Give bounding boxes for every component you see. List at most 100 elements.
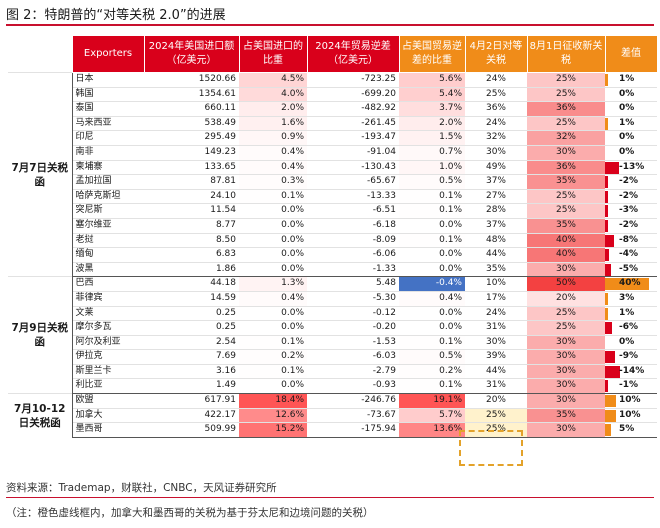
import-share-cell: 1.3% xyxy=(239,276,307,292)
deficit-share-cell: 0.4% xyxy=(399,290,465,306)
difference-cell: 0% xyxy=(605,101,657,117)
aug1-rate-cell: 30% xyxy=(527,393,605,409)
difference-value: 3% xyxy=(619,292,635,303)
import-share-cell: 0.0% xyxy=(239,203,307,219)
country-cell: 伊拉克 xyxy=(71,349,144,365)
deficit-share-cell: 0.1% xyxy=(399,334,465,350)
country-cell: 利比亚 xyxy=(71,378,144,395)
apr2-rate-cell: 36% xyxy=(465,101,527,117)
imports-cell: 1354.61 xyxy=(144,86,239,102)
aug1-rate-cell: 25% xyxy=(527,203,605,219)
difference-value: 0% xyxy=(619,103,635,114)
import-share-cell: 4.5% xyxy=(239,72,307,88)
deficit-share-cell: 0.0% xyxy=(399,261,465,278)
country-cell: 日本 xyxy=(71,72,144,88)
difference-cell: -2% xyxy=(605,217,657,234)
group-header xyxy=(8,35,72,73)
deficit-cell: -1.33 xyxy=(307,261,399,278)
imports-cell: 149.23 xyxy=(144,144,239,161)
difference-cell: -8% xyxy=(605,232,657,248)
header-imports: 2024年美国进口额（亿美元） xyxy=(143,35,240,73)
table-row: 南非 149.23 0.4% -91.04 0.7% 30% 30% 0% xyxy=(8,144,657,161)
apr2-rate-cell: 25% xyxy=(465,407,527,423)
deficit-cell: -175.94 xyxy=(307,422,399,438)
country-cell: 哈萨克斯坦 xyxy=(71,188,144,204)
difference-bar xyxy=(605,409,616,422)
deficit-share-cell: 1.0% xyxy=(399,159,465,175)
table-row: 塞尔维亚 8.77 0.0% -6.18 0.0% 37% 35% -2% xyxy=(8,217,657,234)
group-label: 7月9日关税函 xyxy=(8,276,73,394)
imports-cell: 0.25 xyxy=(144,320,239,336)
table-row: 泰国 660.11 2.0% -482.92 3.7% 36% 36% 0% xyxy=(8,101,657,117)
table-row: 摩尔多瓦 0.25 0.0% -0.20 0.0% 31% 25% -6% xyxy=(8,320,657,336)
aug1-rate-cell: 35% xyxy=(527,174,605,190)
country-cell: 菲律宾 xyxy=(71,290,144,306)
apr2-rate-cell: 44% xyxy=(465,247,527,263)
table-row: 7月9日关税函 巴西 44.18 1.3% 5.48 -0.4% 10% 50% 40% xyxy=(8,276,657,394)
difference-cell: 0% xyxy=(605,130,657,146)
difference-cell: 5% xyxy=(605,422,657,438)
aug1-rate-cell: 30% xyxy=(527,349,605,365)
apr2-rate-cell: 10% xyxy=(465,276,527,292)
country-cell: 马来西亚 xyxy=(71,115,144,131)
header-deficit-share: 占美国贸易逆差的比重 xyxy=(398,35,466,73)
difference-value: 10% xyxy=(619,395,641,406)
import-share-cell: 0.0% xyxy=(239,320,307,336)
import-share-cell: 0.0% xyxy=(239,378,307,395)
difference-bar xyxy=(605,365,621,378)
difference-bar xyxy=(605,249,610,262)
deficit-share-cell: 0.1% xyxy=(399,232,465,248)
aug1-rate-cell: 25% xyxy=(527,115,605,131)
country-cell: 巴西 xyxy=(71,276,144,292)
import-share-cell: 0.4% xyxy=(239,159,307,175)
deficit-share-cell: 0.5% xyxy=(399,349,465,365)
deficit-cell: -261.45 xyxy=(307,115,399,131)
deficit-share-cell: 0.0% xyxy=(399,305,465,321)
deficit-cell: 5.48 xyxy=(307,276,399,292)
table-body: 7月7日关税函 日本 1520.66 4.5% -723.25 5.6% 24% 25% 1% 韩… xyxy=(8,71,657,438)
difference-cell: -14% xyxy=(605,363,657,379)
apr2-rate-cell: 31% xyxy=(465,320,527,336)
difference-cell: 1% xyxy=(605,115,657,131)
difference-value: -2% xyxy=(619,190,639,201)
apr2-rate-cell: 39% xyxy=(465,349,527,365)
table-row: 孟加拉国 87.81 0.3% -65.67 0.5% 37% 35% -2% xyxy=(8,174,657,190)
table-row: 加拿大 422.17 12.6% -73.67 5.7% 25% 35% 10% xyxy=(8,407,657,423)
import-share-cell: 0.0% xyxy=(239,305,307,321)
difference-value: -8% xyxy=(619,234,639,245)
deficit-cell: -193.47 xyxy=(307,130,399,146)
deficit-cell: -6.03 xyxy=(307,349,399,365)
deficit-share-cell: 3.7% xyxy=(399,101,465,117)
difference-cell: 0% xyxy=(605,86,657,102)
group-label: 7月7日关税函 xyxy=(8,71,73,277)
difference-value: -5% xyxy=(619,263,639,274)
import-share-cell: 0.0% xyxy=(239,261,307,278)
difference-value: 5% xyxy=(619,424,635,435)
difference-bar xyxy=(605,190,608,203)
difference-value: 1% xyxy=(619,307,635,318)
aug1-rate-cell: 36% xyxy=(527,159,605,175)
apr2-rate-cell: 48% xyxy=(465,232,527,248)
deficit-cell: -13.33 xyxy=(307,188,399,204)
orange-dashed-box xyxy=(459,430,523,466)
deficit-cell: -6.18 xyxy=(307,217,399,234)
difference-cell: -3% xyxy=(605,203,657,219)
imports-cell: 87.81 xyxy=(144,174,239,190)
aug1-rate-cell: 30% xyxy=(527,144,605,161)
aug1-rate-cell: 25% xyxy=(527,72,605,88)
difference-cell: -9% xyxy=(605,349,657,365)
deficit-cell: -246.76 xyxy=(307,393,399,409)
difference-cell: -4% xyxy=(605,247,657,263)
imports-cell: 14.59 xyxy=(144,290,239,306)
deficit-share-cell: 5.4% xyxy=(399,86,465,102)
import-share-cell: 0.0% xyxy=(239,217,307,234)
header-aug1-rate: 8月1日征收新关税 xyxy=(526,35,606,73)
apr2-rate-cell: 30% xyxy=(465,144,527,161)
difference-bar xyxy=(605,278,649,291)
header-exporters: Exporters xyxy=(71,35,145,73)
table-row: 7月10-12日关税函 欧盟 617.91 18.4% -246.76 19.1% 20% 3… xyxy=(8,393,657,438)
aug1-rate-cell: 40% xyxy=(527,232,605,248)
difference-bar xyxy=(605,395,616,408)
aug1-rate-cell: 40% xyxy=(527,247,605,263)
deficit-share-cell: 2.0% xyxy=(399,115,465,131)
